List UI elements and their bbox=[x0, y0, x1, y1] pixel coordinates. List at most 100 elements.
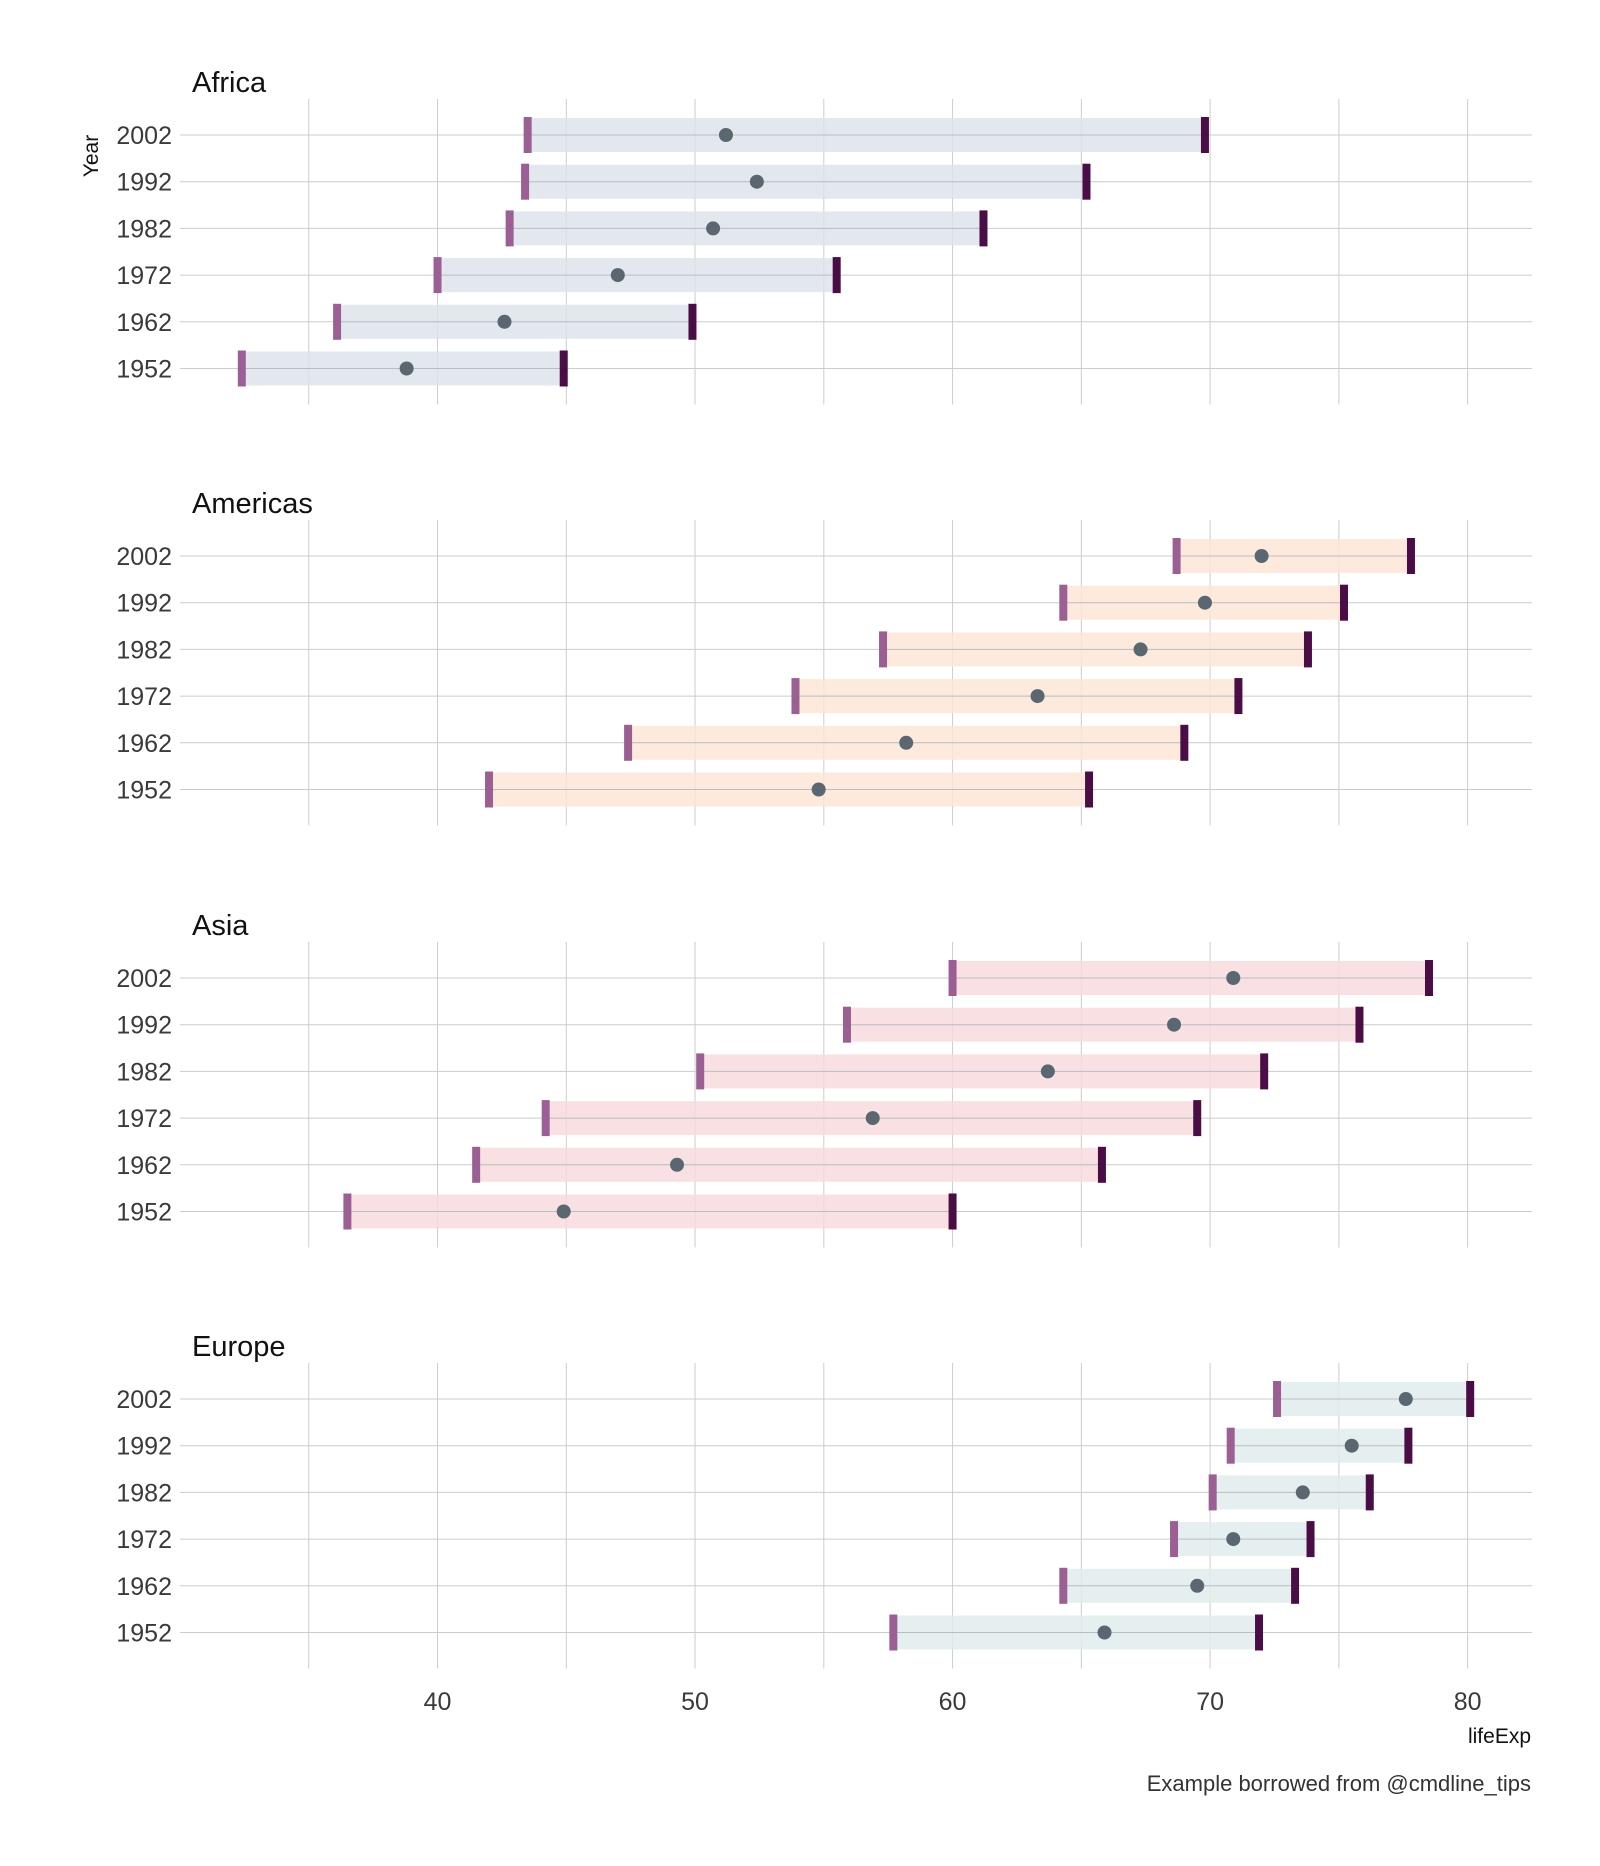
min-marker bbox=[1059, 1567, 1068, 1604]
min-marker bbox=[1059, 584, 1068, 621]
x-tick-label: 80 bbox=[1454, 1688, 1482, 1716]
y-tick-label: 1952 bbox=[116, 1620, 172, 1648]
min-marker bbox=[1208, 1474, 1217, 1511]
y-tick-label: 1962 bbox=[116, 730, 172, 758]
y-tick-label: 1982 bbox=[116, 215, 172, 243]
min-marker bbox=[1170, 1521, 1179, 1558]
panels: Africa 2002 1992 1982 1972 1962 1952 Americas 20… bbox=[116, 67, 1532, 1669]
y-tick-label: 1962 bbox=[116, 1152, 172, 1180]
y-tick-label: 1952 bbox=[116, 1199, 172, 1227]
panel-europe: Europe 2002 1992 1982 1972 1962 1952 bbox=[116, 1331, 1532, 1669]
max-marker bbox=[1404, 1427, 1413, 1464]
panel-title: Asia bbox=[192, 910, 249, 942]
min-marker bbox=[472, 1146, 481, 1183]
mean-point bbox=[1398, 1392, 1413, 1406]
max-marker bbox=[1193, 1100, 1202, 1137]
min-marker bbox=[879, 631, 888, 668]
y-tick-label: 1972 bbox=[116, 262, 172, 290]
min-marker bbox=[523, 117, 532, 153]
panel-title: Americas bbox=[192, 488, 313, 520]
y-tick-label: 1972 bbox=[116, 1105, 172, 1133]
mean-point bbox=[811, 782, 826, 797]
chart-caption: Example borrowed from @cmdline_tips bbox=[1147, 1771, 1531, 1796]
max-marker bbox=[1365, 1474, 1374, 1511]
y-tick-label: 1962 bbox=[116, 1573, 172, 1601]
max-marker bbox=[1303, 631, 1312, 668]
y-tick-label: 1982 bbox=[116, 1058, 172, 1086]
min-marker bbox=[1172, 538, 1181, 574]
y-tick-label: 1982 bbox=[116, 1479, 172, 1507]
min-marker bbox=[505, 210, 514, 247]
mean-point bbox=[1167, 1017, 1182, 1032]
mean-point bbox=[1254, 549, 1269, 563]
min-marker bbox=[237, 350, 246, 387]
max-marker bbox=[1180, 724, 1189, 761]
panel-title: Europe bbox=[192, 1331, 286, 1363]
max-marker bbox=[1306, 1521, 1315, 1558]
min-marker bbox=[485, 771, 494, 808]
mean-point bbox=[718, 128, 733, 142]
mean-point bbox=[670, 1157, 685, 1172]
y-tick-label: 1992 bbox=[116, 1012, 172, 1040]
y-tick-label: 1952 bbox=[116, 356, 172, 384]
min-marker bbox=[842, 1006, 851, 1043]
x-axis-label: lifeExp bbox=[1468, 1725, 1531, 1748]
max-marker bbox=[1085, 771, 1094, 808]
mean-point bbox=[899, 735, 914, 750]
mean-point bbox=[497, 314, 512, 329]
y-tick-label: 1992 bbox=[116, 169, 172, 197]
max-marker bbox=[688, 303, 697, 340]
min-marker bbox=[333, 303, 342, 340]
mean-point bbox=[706, 221, 721, 236]
panel-asia: Asia 2002 1992 1982 1972 1962 1952 bbox=[116, 910, 1532, 1248]
min-marker bbox=[1273, 1381, 1282, 1417]
min-marker bbox=[541, 1100, 550, 1137]
min-marker bbox=[889, 1614, 898, 1651]
x-tick-label: 70 bbox=[1196, 1688, 1224, 1716]
y-tick-label: 1952 bbox=[116, 777, 172, 805]
x-tick-label: 40 bbox=[424, 1688, 452, 1716]
max-marker bbox=[1340, 584, 1349, 621]
y-axis-label: Year bbox=[80, 135, 103, 177]
mean-point bbox=[1344, 1438, 1359, 1453]
min-marker bbox=[624, 724, 633, 761]
max-marker bbox=[1424, 960, 1433, 996]
y-tick-label: 1972 bbox=[116, 1526, 172, 1554]
y-tick-label: 2002 bbox=[116, 1386, 172, 1414]
max-marker bbox=[1260, 1053, 1269, 1090]
mean-point bbox=[1295, 1485, 1310, 1500]
max-marker bbox=[1097, 1146, 1106, 1183]
y-tick-label: 1962 bbox=[116, 309, 172, 337]
mean-point bbox=[399, 361, 414, 376]
max-marker bbox=[1255, 1614, 1264, 1651]
mean-point bbox=[1097, 1625, 1112, 1640]
panel-americas: Americas 2002 1992 1982 1972 1962 1952 bbox=[116, 488, 1532, 826]
mean-point bbox=[1133, 642, 1148, 657]
mean-point bbox=[865, 1111, 880, 1126]
mean-point bbox=[1040, 1064, 1055, 1079]
max-marker bbox=[832, 257, 841, 294]
max-marker bbox=[1234, 678, 1243, 715]
max-marker bbox=[1200, 117, 1209, 153]
min-marker bbox=[1226, 1427, 1235, 1464]
mean-point bbox=[1197, 595, 1212, 610]
x-tick-label: 50 bbox=[681, 1688, 709, 1716]
min-marker bbox=[433, 257, 442, 294]
min-marker bbox=[521, 163, 530, 200]
max-marker bbox=[1082, 163, 1091, 200]
y-tick-label: 1982 bbox=[116, 636, 172, 664]
x-axis-ticks: 40 50 60 70 80 bbox=[424, 1688, 1482, 1716]
min-marker bbox=[696, 1053, 705, 1090]
max-marker bbox=[1466, 1381, 1475, 1417]
mean-point bbox=[610, 268, 625, 283]
mean-point bbox=[1226, 971, 1241, 985]
mean-point bbox=[1030, 689, 1045, 704]
y-tick-label: 1992 bbox=[116, 1433, 172, 1461]
y-tick-label: 2002 bbox=[116, 543, 172, 571]
y-tick-label: 1992 bbox=[116, 590, 172, 618]
panel-title: Africa bbox=[192, 67, 267, 99]
max-marker bbox=[1406, 538, 1415, 574]
min-marker bbox=[948, 960, 957, 996]
y-tick-label: 1972 bbox=[116, 683, 172, 711]
mean-point bbox=[749, 174, 764, 189]
